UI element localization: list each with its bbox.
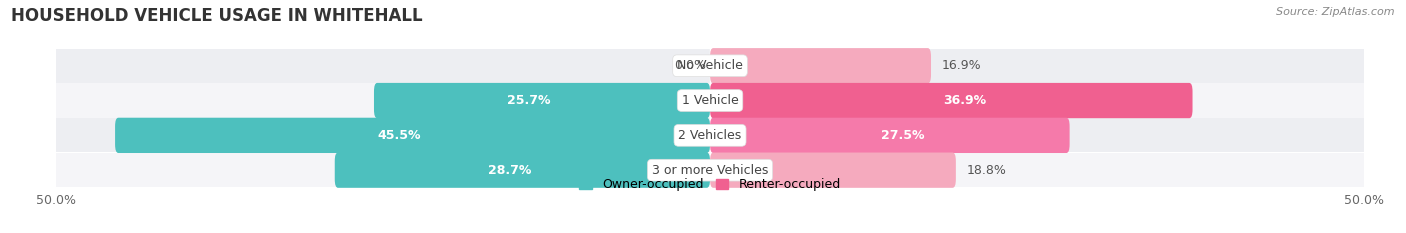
Text: 18.8%: 18.8% bbox=[966, 164, 1007, 177]
Bar bbox=[56, 153, 1364, 187]
FancyBboxPatch shape bbox=[710, 153, 956, 188]
FancyBboxPatch shape bbox=[710, 83, 1192, 118]
Text: HOUSEHOLD VEHICLE USAGE IN WHITEHALL: HOUSEHOLD VEHICLE USAGE IN WHITEHALL bbox=[11, 7, 423, 25]
FancyBboxPatch shape bbox=[335, 153, 710, 188]
Text: No Vehicle: No Vehicle bbox=[678, 59, 742, 72]
Text: 3 or more Vehicles: 3 or more Vehicles bbox=[652, 164, 768, 177]
Text: 45.5%: 45.5% bbox=[378, 129, 422, 142]
Text: 25.7%: 25.7% bbox=[508, 94, 551, 107]
Text: 1 Vehicle: 1 Vehicle bbox=[682, 94, 738, 107]
Text: 27.5%: 27.5% bbox=[882, 129, 925, 142]
Bar bbox=[56, 118, 1364, 152]
Text: 0.0%: 0.0% bbox=[673, 59, 706, 72]
FancyBboxPatch shape bbox=[710, 118, 1070, 153]
FancyBboxPatch shape bbox=[115, 118, 710, 153]
Bar bbox=[56, 83, 1364, 118]
Bar bbox=[56, 49, 1364, 83]
Text: 28.7%: 28.7% bbox=[488, 164, 531, 177]
Text: 2 Vehicles: 2 Vehicles bbox=[679, 129, 741, 142]
Text: Source: ZipAtlas.com: Source: ZipAtlas.com bbox=[1277, 7, 1395, 17]
Text: 36.9%: 36.9% bbox=[943, 94, 986, 107]
FancyBboxPatch shape bbox=[374, 83, 710, 118]
Text: 16.9%: 16.9% bbox=[942, 59, 981, 72]
Legend: Owner-occupied, Renter-occupied: Owner-occupied, Renter-occupied bbox=[575, 173, 845, 196]
FancyBboxPatch shape bbox=[710, 48, 931, 83]
